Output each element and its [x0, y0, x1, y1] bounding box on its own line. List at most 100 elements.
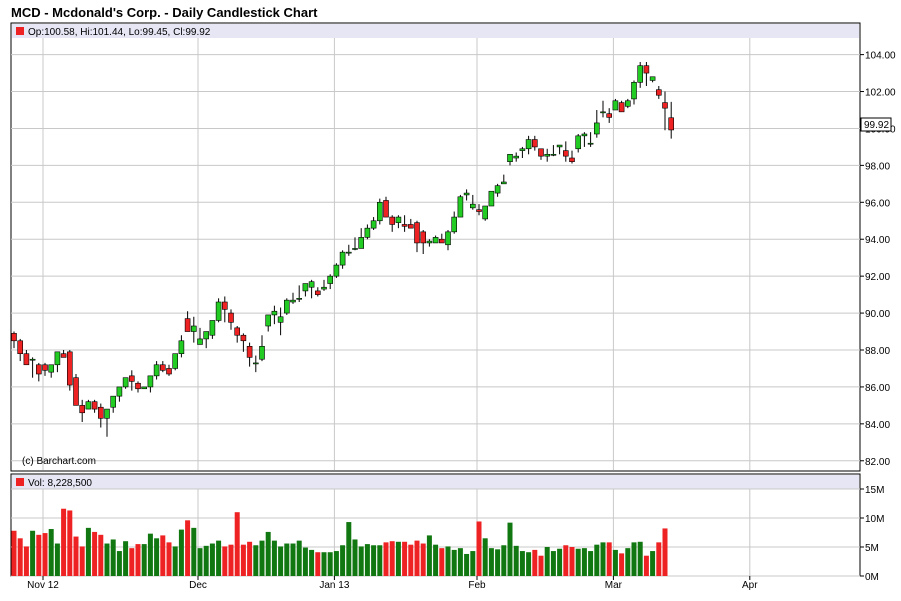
candle — [104, 408, 110, 437]
candle — [575, 134, 582, 153]
date-label: Dec — [189, 580, 207, 591]
volume-bar — [389, 541, 395, 576]
volume-bar — [532, 549, 538, 576]
volume-bar — [73, 536, 79, 576]
candle-body — [494, 185, 501, 194]
price-tick-label: 92.00 — [865, 272, 890, 283]
volume-bar — [439, 548, 445, 576]
candle — [184, 311, 191, 332]
volume-bars — [11, 508, 668, 576]
candle-body — [135, 382, 141, 390]
candle-body — [389, 216, 396, 225]
volume-bar — [203, 545, 209, 576]
candle — [17, 338, 24, 362]
price-tick-label: 82.00 — [865, 457, 890, 468]
volume-bar — [414, 540, 420, 576]
candle-body — [246, 346, 253, 358]
candle-body — [308, 281, 315, 288]
volume-bar — [352, 539, 358, 576]
candle-body — [500, 181, 507, 185]
volume-bar — [464, 553, 470, 576]
candle — [178, 335, 185, 358]
candle — [643, 62, 650, 86]
candle-body — [556, 144, 563, 148]
candle-body — [42, 364, 48, 371]
candle — [426, 239, 433, 247]
candle — [438, 233, 445, 244]
volume-bar — [160, 535, 166, 576]
volume-bar — [110, 539, 116, 576]
candle-body — [209, 320, 216, 336]
candle — [420, 230, 427, 254]
candle-body — [91, 401, 98, 410]
price-tick-label: 90.00 — [865, 309, 890, 320]
volume-tick-label: 15M — [865, 485, 884, 496]
candle — [562, 141, 569, 162]
candle — [550, 145, 557, 157]
candle — [290, 292, 296, 304]
candle — [35, 362, 42, 382]
candle-body — [581, 133, 588, 137]
candle — [457, 194, 464, 218]
candle — [407, 218, 414, 229]
date-label: Mar — [605, 580, 623, 591]
candle-body — [469, 203, 476, 209]
volume-bar — [154, 538, 160, 576]
candle — [141, 386, 147, 390]
volume-bar — [42, 533, 48, 576]
volume-tick-label: 5M — [865, 543, 879, 554]
candle — [191, 316, 197, 343]
candle — [308, 279, 315, 299]
candle — [147, 375, 154, 393]
volume-bar — [85, 527, 91, 576]
candle — [327, 274, 334, 290]
candle — [98, 403, 104, 428]
candle-body — [259, 346, 265, 360]
candle — [488, 190, 495, 207]
candle — [265, 314, 272, 332]
volume-bar — [451, 549, 457, 576]
candle-body — [172, 353, 178, 369]
candles — [11, 62, 675, 437]
candle — [531, 135, 538, 151]
candle-body — [538, 148, 544, 157]
candle-body — [612, 100, 619, 111]
candle — [383, 196, 389, 218]
candle-body — [191, 325, 197, 332]
volume-bar — [513, 545, 519, 576]
volume-bar — [135, 544, 141, 576]
volume-tick-label: 0M — [865, 572, 879, 583]
candle-body — [222, 301, 228, 310]
candle-body — [54, 351, 61, 366]
candle-body — [302, 283, 309, 292]
candle-body — [122, 377, 129, 388]
candle-body — [600, 111, 606, 114]
candle — [451, 211, 458, 234]
candle-body — [271, 310, 278, 316]
candle — [296, 285, 303, 302]
candle — [79, 399, 85, 422]
volume-bar — [569, 547, 575, 576]
volume-bar — [321, 552, 327, 576]
candle — [228, 309, 234, 330]
candle — [494, 183, 501, 197]
candle-body — [482, 205, 489, 220]
price-grid — [11, 38, 860, 470]
volume-bar — [612, 549, 618, 576]
candle-body — [23, 353, 30, 366]
candle — [668, 101, 675, 139]
candle-body — [414, 222, 420, 244]
candle — [321, 279, 327, 291]
volume-bar — [240, 544, 246, 576]
candle — [624, 98, 631, 109]
candle — [395, 215, 402, 229]
candle-body — [296, 298, 303, 300]
volume-bar — [445, 546, 451, 576]
candle — [358, 228, 365, 249]
candle — [277, 307, 284, 336]
candle-body — [513, 155, 520, 159]
price-tick-label: 102.00 — [865, 88, 896, 99]
candle — [544, 148, 551, 162]
candle-body — [314, 290, 321, 295]
volume-bar — [619, 553, 625, 576]
